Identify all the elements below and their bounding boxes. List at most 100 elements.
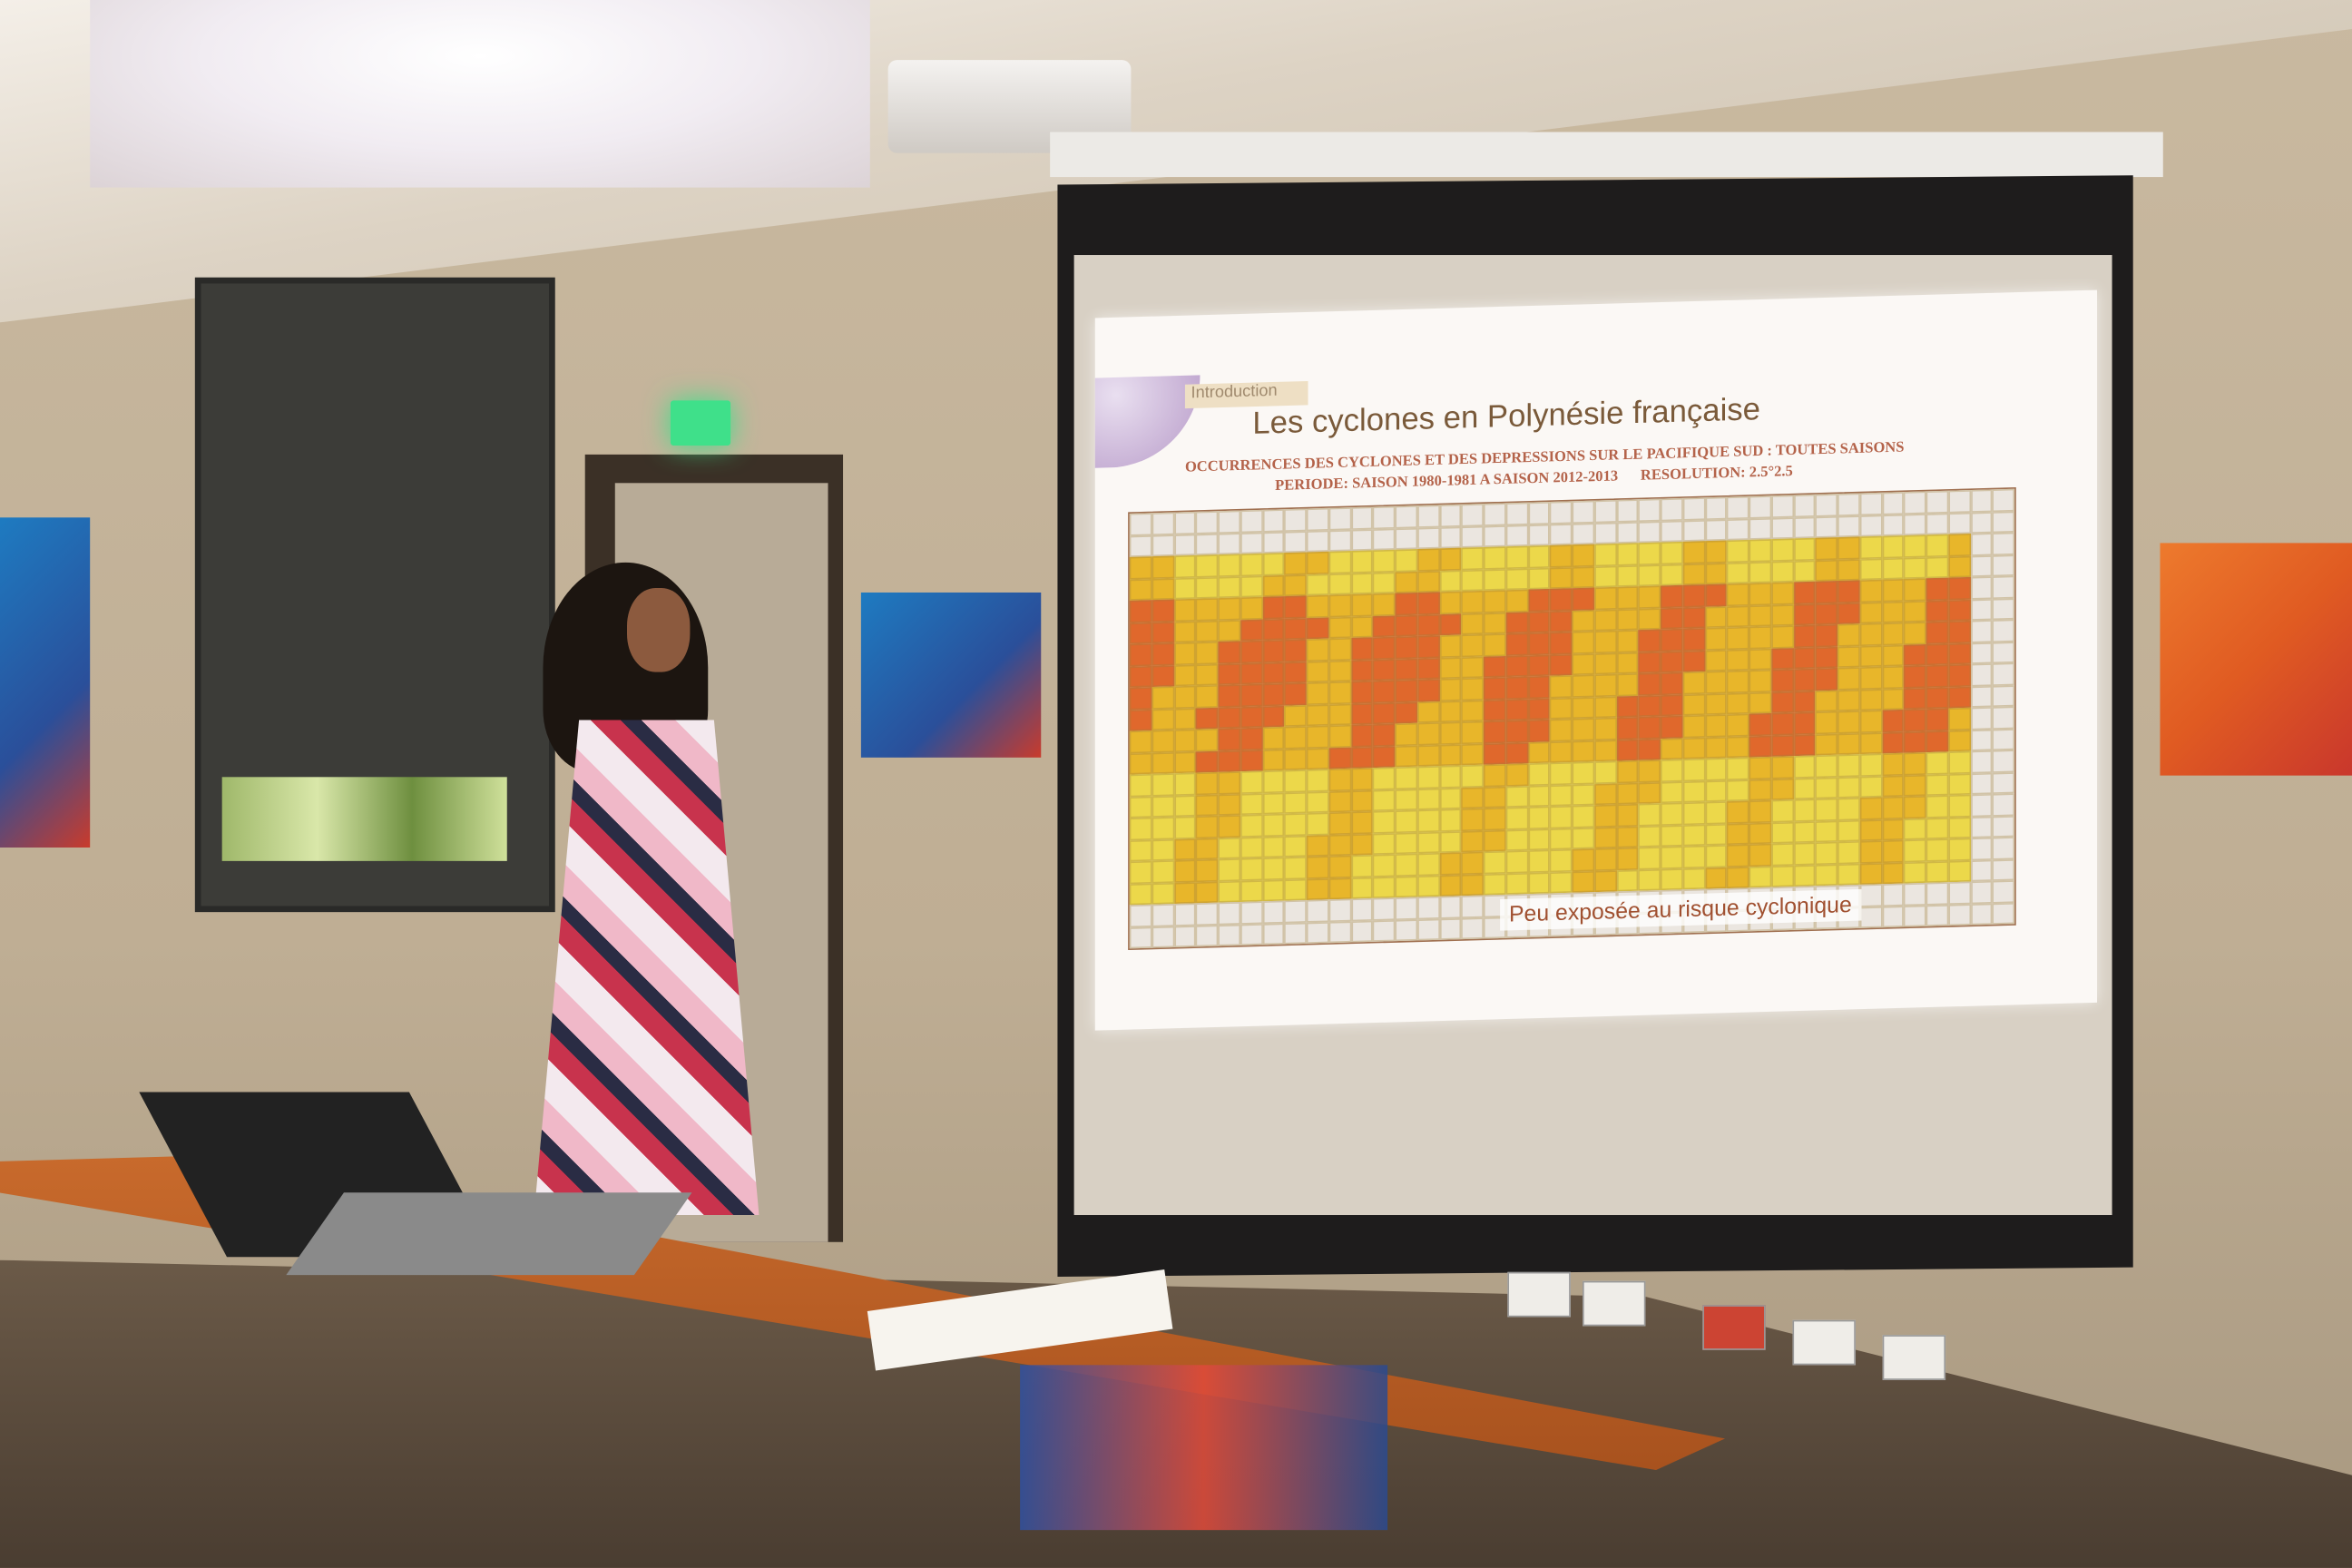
map-cell — [1416, 852, 1440, 876]
map-cell — [1483, 742, 1506, 765]
map-cell — [1439, 917, 1462, 940]
map-cell — [1129, 622, 1152, 644]
map-cell — [1992, 750, 2015, 772]
map-cell — [1638, 825, 1661, 848]
map-cell — [1195, 924, 1219, 947]
map-cell — [1218, 641, 1240, 664]
map-cell — [1152, 817, 1174, 839]
map-cell — [1926, 795, 1948, 818]
map-cell — [1129, 860, 1152, 884]
map-cell — [1992, 837, 2015, 859]
map-cell — [1505, 676, 1528, 700]
map-cell — [1947, 794, 1971, 818]
map-cell — [1682, 823, 1705, 847]
map-cell — [1328, 898, 1351, 922]
exit-sign-icon — [670, 400, 731, 446]
map-cell — [1947, 685, 1971, 709]
map-cell — [1593, 652, 1617, 675]
map-cell — [1306, 573, 1329, 596]
map-cell — [1793, 646, 1816, 670]
map-cell — [1240, 923, 1263, 946]
map-cell — [1395, 527, 1417, 550]
map-cell — [1881, 752, 1905, 776]
map-cell — [1727, 495, 1749, 519]
map-cell — [1527, 675, 1551, 699]
map-cell — [1350, 506, 1373, 530]
map-cell — [1240, 509, 1263, 533]
slide-title: Les cyclones en Polynésie française — [1252, 392, 1760, 442]
map-cell — [1439, 765, 1462, 789]
map-cell — [1947, 534, 1971, 556]
map-cell — [1483, 655, 1506, 678]
map-cell — [1593, 869, 1617, 893]
map-cell — [1793, 711, 1816, 735]
map-cell — [1970, 554, 1993, 577]
map-cell — [1770, 843, 1794, 866]
map-cell — [1395, 788, 1417, 811]
map-cell — [1240, 662, 1263, 685]
map-cell — [1992, 662, 2015, 686]
map-cell — [1660, 737, 1683, 760]
map-cell — [1372, 854, 1396, 877]
map-cell — [1129, 926, 1152, 949]
map-cell — [1572, 652, 1594, 676]
map-cell — [1838, 776, 1860, 799]
map-cell — [1638, 629, 1661, 652]
map-cell — [1838, 840, 1860, 864]
map-cell — [1815, 819, 1838, 843]
map-cell — [1129, 578, 1152, 601]
map-cell — [1306, 703, 1329, 727]
map-cell — [1550, 697, 1573, 720]
map-cell — [1682, 584, 1705, 607]
map-cell — [1947, 490, 1971, 513]
map-cell — [1904, 730, 1926, 753]
map-cell — [1727, 866, 1749, 889]
map-cell — [1195, 902, 1219, 926]
map-cell — [1240, 858, 1263, 881]
map-cell — [1859, 731, 1882, 755]
map-cell — [1262, 835, 1285, 858]
map-cell — [1704, 496, 1728, 520]
map-cell — [1240, 770, 1263, 794]
map-cell — [1881, 600, 1905, 623]
map-cell — [1262, 791, 1285, 815]
map-cell — [1328, 702, 1351, 726]
projected-slide: Introduction Les cyclones en Polynésie f… — [1094, 289, 2098, 1031]
map-cell — [1416, 830, 1440, 854]
map-cell — [1572, 565, 1594, 589]
map-cell — [1483, 807, 1506, 830]
map-cell — [1638, 760, 1661, 782]
map-cell — [1152, 882, 1174, 905]
map-cell — [1416, 766, 1440, 789]
map-cell — [1727, 583, 1749, 606]
map-cell — [1129, 882, 1152, 906]
map-cell — [1527, 697, 1551, 720]
map-cell — [1395, 635, 1417, 659]
map-cell — [1838, 667, 1860, 690]
map-cell — [1815, 863, 1838, 887]
map-cell — [1372, 876, 1396, 898]
map-cell — [1770, 647, 1794, 670]
map-cell — [1704, 801, 1728, 824]
map-cell — [1838, 645, 1860, 668]
map-cell — [1550, 870, 1573, 894]
map-cell — [1838, 689, 1860, 711]
map-cell — [1152, 708, 1174, 730]
map-cell — [1461, 829, 1484, 853]
map-cell — [1947, 512, 1971, 534]
map-cell — [1550, 827, 1573, 850]
map-cell — [1550, 719, 1573, 741]
map-cell — [1749, 604, 1771, 627]
screen-housing — [1050, 132, 2163, 178]
map-cell — [1793, 799, 1816, 822]
map-cell — [1306, 899, 1329, 922]
map-cell — [1838, 580, 1860, 603]
map-cell — [1152, 599, 1174, 622]
map-cell — [1770, 778, 1794, 800]
map-cell — [1505, 524, 1528, 547]
map-cell — [1859, 688, 1882, 711]
map-cell — [1660, 628, 1683, 652]
socket-red — [1702, 1305, 1766, 1350]
map-cell — [1593, 848, 1617, 871]
map-cell — [1704, 671, 1728, 693]
